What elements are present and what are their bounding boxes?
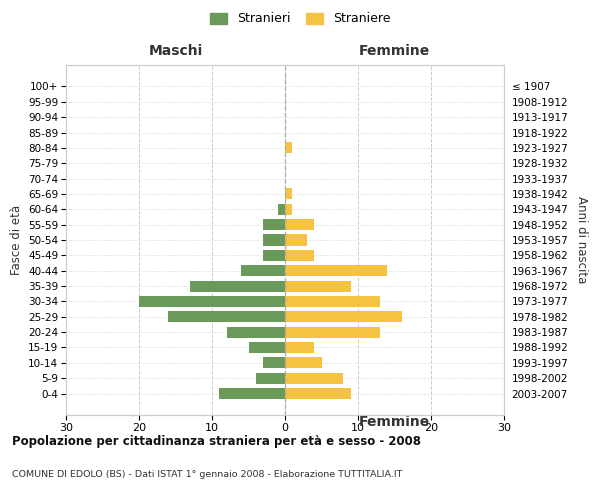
Bar — [190, 280, 285, 291]
Bar — [263, 219, 285, 230]
Y-axis label: Anni di nascita: Anni di nascita — [575, 196, 588, 284]
Bar — [285, 296, 380, 307]
Bar — [285, 142, 292, 154]
Bar — [285, 358, 322, 368]
Bar — [285, 204, 292, 215]
Text: Popolazione per cittadinanza straniera per età e sesso - 2008: Popolazione per cittadinanza straniera p… — [12, 435, 421, 448]
Text: Femmine: Femmine — [359, 415, 430, 429]
Y-axis label: Fasce di età: Fasce di età — [10, 205, 23, 275]
Bar — [263, 234, 285, 246]
Bar — [285, 265, 387, 276]
Bar — [285, 188, 292, 200]
Bar — [263, 250, 285, 261]
Bar — [248, 342, 285, 353]
Bar — [220, 388, 285, 399]
Bar — [256, 372, 285, 384]
Bar — [285, 372, 343, 384]
Bar — [241, 265, 285, 276]
Bar — [285, 219, 314, 230]
Bar — [285, 312, 402, 322]
Text: Femmine: Femmine — [359, 44, 430, 58]
Bar — [285, 234, 307, 246]
Bar — [285, 280, 350, 291]
Text: Maschi: Maschi — [148, 44, 203, 58]
Bar — [285, 342, 314, 353]
Bar — [227, 326, 285, 338]
Bar — [139, 296, 285, 307]
Bar — [285, 326, 380, 338]
Text: COMUNE DI EDOLO (BS) - Dati ISTAT 1° gennaio 2008 - Elaborazione TUTTITALIA.IT: COMUNE DI EDOLO (BS) - Dati ISTAT 1° gen… — [12, 470, 403, 479]
Bar — [285, 250, 314, 261]
Bar — [263, 358, 285, 368]
Bar — [278, 204, 285, 215]
Bar — [285, 388, 350, 399]
Legend: Stranieri, Straniere: Stranieri, Straniere — [206, 8, 394, 29]
Bar — [168, 312, 285, 322]
